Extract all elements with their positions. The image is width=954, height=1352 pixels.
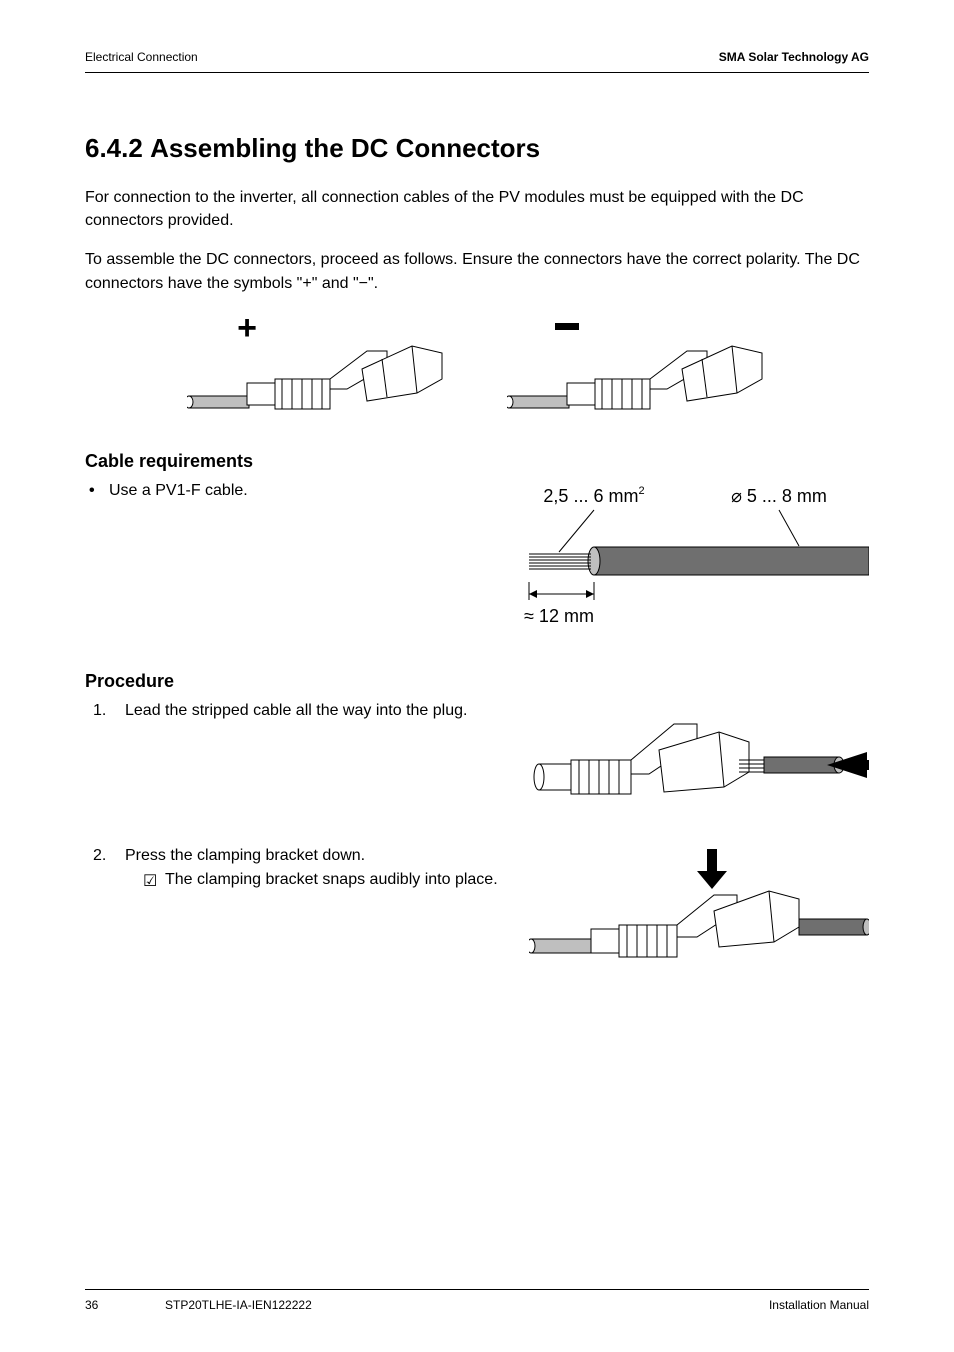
cross-section-sup: 2 (638, 485, 644, 497)
cable-requirements-heading: Cable requirements (85, 451, 869, 472)
connectors-figure-row: + (85, 311, 869, 421)
cable-requirements-block: Use a PV1-F cable. 2,5 ... 6 mm2 ⌀ 5 ...… (85, 482, 869, 647)
strip-length-label: ≈ 12 mm (524, 606, 594, 626)
procedure-step-2: Press the clamping bracket down. The cla… (85, 847, 869, 982)
intro-paragraph-2: To assemble the DC connectors, proceed a… (85, 248, 869, 294)
svg-text:2,5 ... 6 mm2: 2,5 ... 6 mm2 (543, 485, 644, 506)
cross-section-label: 2,5 ... 6 mm (543, 486, 638, 506)
procedure-heading: Procedure (85, 671, 869, 692)
footer-page-number: 36 (85, 1298, 98, 1312)
step-2-result: The clamping bracket snaps audibly into … (125, 871, 509, 889)
procedure-list: Lead the stripped cable all the way into… (85, 702, 869, 982)
step-1-text: Lead the stripped cable all the way into… (125, 702, 467, 719)
cable-requirements-list: Use a PV1-F cable. (85, 482, 499, 500)
footer-manual-label: Installation Manual (769, 1298, 869, 1312)
step-1-diagram (529, 702, 869, 812)
section-heading-text: Assembling the DC Connectors (150, 133, 540, 163)
header-right: SMA Solar Technology AG (719, 50, 869, 64)
step-2-text: Press the clamping bracket down. (125, 847, 365, 864)
page-header: Electrical Connection SMA Solar Technolo… (85, 50, 869, 73)
cable-spec-diagram: 2,5 ... 6 mm2 ⌀ 5 ... 8 mm ≈ (499, 482, 869, 642)
page-footer: 36 STP20TLHE-IA-IEN122222 Installation M… (85, 1289, 869, 1312)
connector-minus-icon (507, 311, 767, 421)
intro-paragraph-1: For connection to the inverter, all conn… (85, 186, 869, 232)
footer-doc-id: STP20TLHE-IA-IEN122222 (165, 1298, 312, 1312)
diameter-label: ⌀ 5 ... 8 mm (731, 486, 827, 506)
section-title: 6.4.2 Assembling the DC Connectors (85, 133, 869, 164)
procedure-step-1: Lead the stripped cable all the way into… (85, 702, 869, 817)
connector-plus-icon: + (187, 311, 447, 421)
step-2-diagram (529, 847, 869, 977)
cable-requirement-item: Use a PV1-F cable. (109, 482, 499, 500)
header-left: Electrical Connection (85, 50, 198, 64)
minus-symbol-rect (555, 323, 579, 330)
plus-symbol: + (237, 311, 257, 347)
section-number: 6.4.2 (85, 133, 143, 163)
